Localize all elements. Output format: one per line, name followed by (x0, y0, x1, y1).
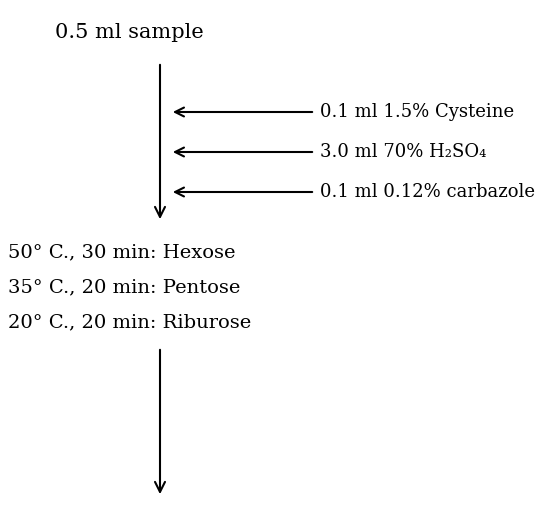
Text: 50° C., 30 min: Hexose: 50° C., 30 min: Hexose (8, 243, 236, 261)
Text: 0.1 ml 1.5% Cysteine: 0.1 ml 1.5% Cysteine (320, 103, 514, 121)
Text: 0.1 ml 0.12% carbazole: 0.1 ml 0.12% carbazole (320, 183, 535, 201)
Text: 3.0 ml 70% H₂SO₄: 3.0 ml 70% H₂SO₄ (320, 143, 486, 161)
Text: 0.5 ml sample: 0.5 ml sample (55, 22, 203, 42)
Text: 35° C., 20 min: Pentose: 35° C., 20 min: Pentose (8, 278, 240, 296)
Text: 20° C., 20 min: Riburose: 20° C., 20 min: Riburose (8, 313, 251, 331)
